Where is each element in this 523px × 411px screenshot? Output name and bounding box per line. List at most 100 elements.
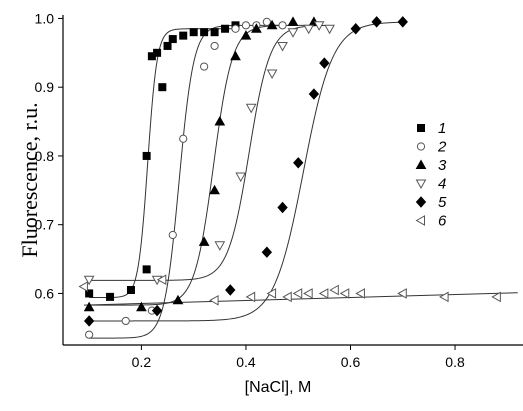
data-point-series-6	[156, 274, 167, 286]
plot-frame	[62, 15, 523, 346]
data-point-series-6	[245, 291, 256, 303]
data-point-series-5	[225, 284, 236, 296]
data-point-series-2	[200, 62, 209, 71]
data-point-series-5	[151, 304, 163, 317]
data-point-series-4	[303, 24, 315, 35]
data-point-series-6	[282, 291, 292, 303]
data-point-series-4	[324, 24, 335, 35]
data-point-series-6	[266, 288, 277, 299]
data-point-series-6	[209, 294, 219, 306]
fit-curve-5	[89, 21, 403, 322]
data-point-series-6	[397, 288, 407, 299]
data-point-series-3	[209, 184, 220, 195]
data-point-series-5	[397, 16, 408, 28]
data-point-series-5	[83, 315, 95, 327]
data-point-series-4	[266, 69, 278, 79]
data-point-series-4	[313, 21, 325, 31]
data-point-series-5	[371, 16, 382, 28]
data-point-series-2	[179, 134, 188, 143]
fit-curve-2	[89, 24, 283, 339]
data-point-series-6	[78, 281, 88, 292]
data-point-series-5	[261, 246, 273, 258]
legend-marker-2	[416, 142, 426, 151]
data-point-series-3	[136, 301, 147, 312]
legend: 1 23 45 6	[415, 120, 447, 230]
data-point-series-2	[168, 230, 177, 240]
data-point-series-1	[158, 83, 167, 92]
y-tick-label: 0.8	[35, 148, 55, 164]
x-axis-label: [NaCl], M	[245, 379, 312, 396]
fit-curve-4	[89, 24, 330, 281]
legend-label-6: 6	[438, 213, 447, 230]
data-point-series-1	[168, 35, 177, 44]
data-point-series-5	[350, 23, 361, 35]
data-point-series-1	[142, 265, 151, 274]
legend-marker-3	[415, 159, 427, 169]
legend-marker-1	[417, 124, 425, 132]
data-point-series-1	[153, 48, 162, 57]
y-tick-label: 0.6	[35, 285, 55, 301]
data-point-series-6	[318, 288, 329, 299]
series-5-points	[83, 16, 408, 327]
x-tick-label: 0.2	[132, 354, 152, 370]
data-point-series-3	[198, 236, 210, 246]
data-point-series-1	[189, 28, 198, 37]
x-ticks: 0.2 0.4 0.6 0.8	[132, 345, 465, 370]
data-point-series-3	[172, 294, 184, 305]
data-point-series-1	[163, 41, 172, 50]
legend-label-1: 1	[438, 120, 446, 137]
data-point-series-1	[85, 289, 94, 298]
data-point-series-4	[277, 41, 288, 52]
data-point-series-5	[277, 201, 288, 214]
markers	[78, 16, 501, 339]
data-point-series-2	[121, 316, 130, 326]
data-point-series-1	[106, 292, 115, 301]
data-point-series-5	[293, 157, 304, 169]
data-point-series-5	[308, 88, 320, 100]
series-6-points	[78, 274, 501, 306]
data-point-series-3	[240, 30, 252, 40]
legend-label-4: 4	[438, 176, 446, 193]
data-point-series-2	[231, 24, 240, 33]
data-point-series-6	[355, 288, 365, 299]
data-point-series-1	[142, 151, 151, 160]
data-point-series-6	[439, 291, 449, 303]
data-point-series-5	[319, 57, 330, 69]
data-point-series-4	[245, 103, 257, 114]
data-point-series-6	[339, 288, 350, 299]
y-tick-label: 1.0	[35, 10, 55, 26]
x-tick-label: 0.8	[445, 354, 465, 370]
data-point-series-1	[200, 28, 209, 37]
legend-marker-5	[415, 196, 427, 208]
data-point-series-4	[83, 275, 95, 286]
data-point-series-6	[491, 291, 501, 303]
x-tick-label: 0.4	[236, 354, 256, 370]
data-point-series-3	[287, 16, 299, 26]
data-point-series-2	[262, 17, 271, 26]
data-point-series-4	[214, 241, 226, 251]
data-point-series-3	[251, 23, 262, 33]
data-point-series-6	[292, 288, 303, 299]
y-tick-label: 0.7	[35, 217, 55, 233]
x-tick-label: 0.6	[341, 354, 361, 370]
legend-label-2: 2	[437, 139, 447, 156]
data-point-series-6	[303, 288, 313, 299]
legend-marker-6	[415, 215, 425, 226]
y-ticks: 0.6 0.7 0.8 0.9 1.0	[35, 10, 63, 301]
series-1-points	[85, 21, 240, 301]
data-point-series-2	[85, 330, 94, 339]
data-point-series-1	[126, 286, 135, 294]
data-point-series-6	[329, 284, 339, 296]
data-point-series-3	[266, 19, 278, 30]
legend-label-3: 3	[438, 157, 447, 174]
data-point-series-4	[235, 172, 247, 183]
data-point-series-2	[278, 21, 287, 30]
data-point-series-2	[241, 21, 251, 30]
legend-marker-4	[415, 179, 427, 190]
data-point-series-3	[230, 50, 241, 61]
data-point-series-1	[210, 28, 219, 37]
data-point-series-2	[210, 41, 219, 51]
series-4-points	[83, 21, 335, 286]
